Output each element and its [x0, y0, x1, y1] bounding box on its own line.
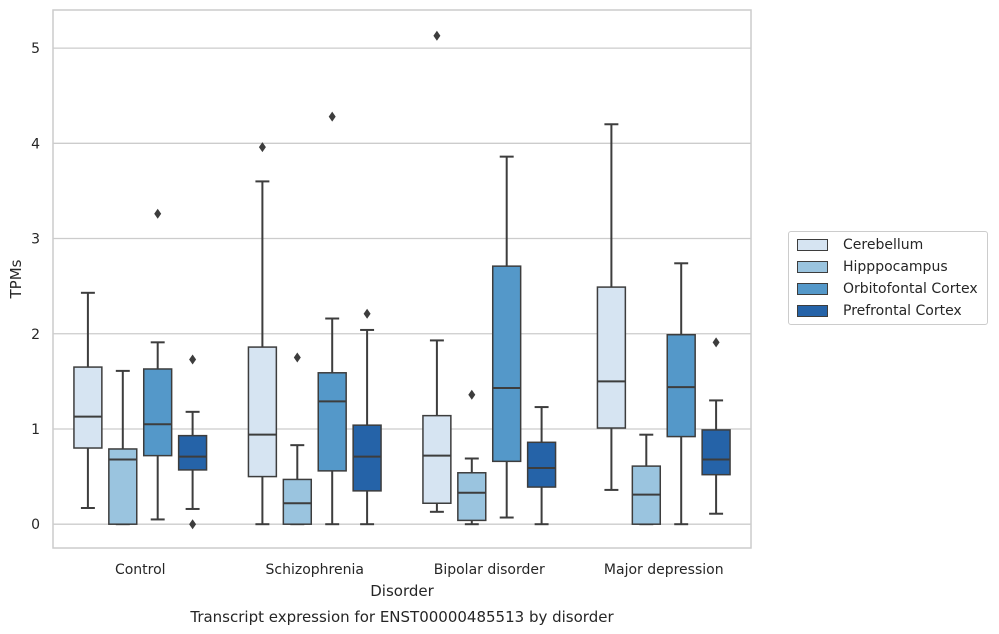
x-tick-label: Schizophrenia — [266, 562, 364, 578]
legend-item-orbitofrontal-cortex: Orbitofontal Cortex — [797, 279, 978, 299]
box-orbitofontal-cortex-3 — [666, 262, 696, 526]
box-iqr — [491, 265, 522, 463]
box-iqr — [596, 286, 627, 429]
y-tick-label: 5 — [31, 41, 40, 57]
legend: Cerebellum Hipppocampus Orbitofontal Cor… — [788, 231, 988, 325]
y-tick-label: 1 — [31, 422, 40, 438]
outlier-point — [154, 208, 162, 219]
x-tick-label: Major depression — [604, 562, 724, 578]
y-tick-label: 4 — [31, 136, 40, 152]
box-iqr — [457, 472, 487, 522]
box-cerebellum-3 — [596, 123, 627, 491]
legend-label: Cerebellum — [843, 237, 924, 253]
box-iqr — [317, 372, 347, 472]
box-orbitofontal-cortex-1 — [317, 111, 347, 526]
box-series — [73, 30, 731, 530]
box-orbitofontal-cortex-0 — [142, 208, 173, 521]
plot-frame — [52, 9, 752, 549]
outlier-point — [433, 30, 441, 41]
box-iqr — [282, 478, 313, 525]
box-prefrontal-cortex-0 — [177, 354, 208, 530]
box-iqr — [422, 414, 452, 504]
y-tick-label: 2 — [31, 327, 40, 343]
y-tick-label: 0 — [31, 517, 40, 533]
box-iqr — [526, 441, 557, 488]
box-cerebellum-1 — [247, 142, 278, 526]
y-tick-labels: 0 1 2 3 4 5 — [31, 41, 40, 533]
box-cerebellum-0 — [73, 291, 103, 510]
plot-area-background — [53, 10, 751, 548]
box-hipppocampus-3 — [631, 433, 662, 526]
box-iqr — [142, 368, 173, 457]
box-iqr — [177, 434, 208, 471]
legend-label: Prefrontal Cortex — [843, 303, 962, 319]
legend-swatch — [797, 261, 828, 273]
legend-swatch — [797, 239, 828, 251]
outlier-point — [328, 111, 336, 122]
outlier-point — [712, 337, 720, 348]
box-iqr — [73, 366, 103, 449]
box-cerebellum-2 — [422, 30, 452, 513]
legend-item-hippocampus: Hipppocampus — [797, 257, 948, 277]
outlier-point — [363, 308, 371, 319]
box-hipppocampus-0 — [108, 369, 138, 526]
legend-swatch — [797, 305, 828, 317]
chart-title: Transcript expression for ENST0000048551… — [189, 608, 614, 626]
outlier-point — [258, 142, 266, 153]
box-iqr — [247, 346, 278, 478]
outlier-point — [468, 389, 476, 400]
x-tick-label: Control — [115, 562, 166, 578]
box-prefrontal-cortex-2 — [526, 406, 557, 526]
outlier-point — [293, 352, 301, 363]
box-iqr — [108, 448, 138, 525]
outlier-point — [189, 354, 197, 365]
box-prefrontal-cortex-1 — [352, 308, 382, 526]
legend-label: Hipppocampus — [843, 259, 948, 275]
legend-item-cerebellum: Cerebellum — [797, 235, 923, 255]
legend-item-prefrontal-cortex: Prefrontal Cortex — [797, 301, 962, 321]
x-tick-label: Bipolar disorder — [434, 562, 545, 578]
box-hipppocampus-1 — [282, 352, 313, 526]
box-prefrontal-cortex-3 — [701, 337, 731, 515]
y-tick-label: 3 — [31, 232, 40, 248]
legend-swatch — [797, 283, 828, 295]
outlier-point — [189, 519, 197, 530]
box-iqr — [701, 429, 731, 476]
y-axis-label: TPMs — [7, 259, 25, 299]
x-axis-label: Disorder — [370, 582, 434, 600]
legend-label: Orbitofontal Cortex — [843, 281, 978, 297]
box-iqr — [352, 424, 382, 492]
x-tick-labels: Control Schizophrenia Bipolar disorder Majo… — [115, 562, 724, 578]
box-iqr — [666, 333, 696, 438]
box-orbitofontal-cortex-2 — [491, 155, 522, 519]
box-hipppocampus-2 — [457, 389, 487, 526]
